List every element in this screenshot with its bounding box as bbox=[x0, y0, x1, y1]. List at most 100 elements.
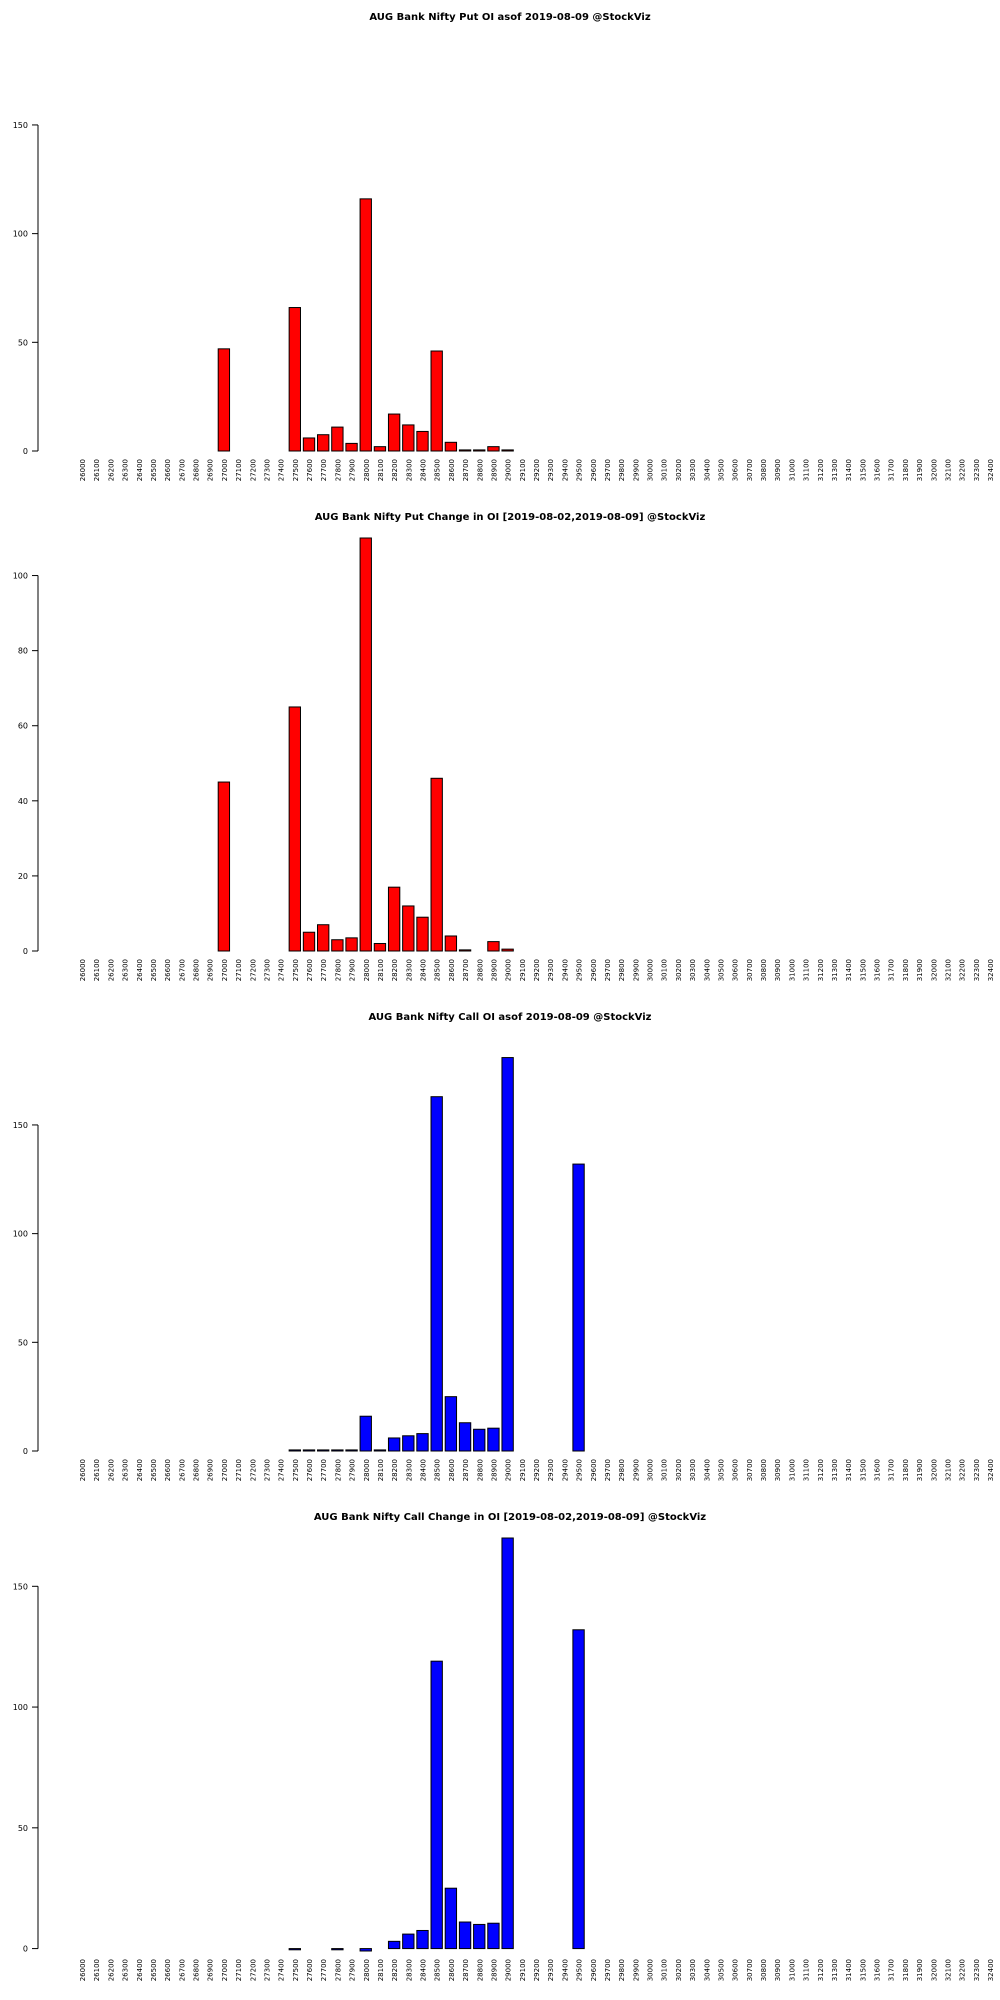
bar bbox=[345, 1449, 358, 1452]
x-tick-label: 28600 bbox=[448, 1459, 456, 1481]
x-tick-label: 28300 bbox=[405, 959, 413, 981]
x-tick-label: 29700 bbox=[604, 459, 612, 481]
x-tick-label: 32400 bbox=[987, 459, 995, 481]
x-tick-label: 28100 bbox=[377, 959, 385, 981]
bar bbox=[387, 886, 401, 952]
x-tick-label: 29000 bbox=[505, 959, 513, 981]
y-tick-label: 100 bbox=[13, 1230, 28, 1239]
x-tick-label: 27200 bbox=[249, 1459, 257, 1481]
bar bbox=[501, 948, 514, 952]
x-tick-label: 27900 bbox=[349, 459, 357, 481]
x-tick-label: 27000 bbox=[221, 1959, 229, 1981]
y-tick-label: 100 bbox=[13, 572, 28, 581]
bar bbox=[373, 1449, 387, 1452]
x-tick-label: 30300 bbox=[689, 1459, 697, 1481]
x-tick-label: 29500 bbox=[576, 1459, 584, 1481]
x-tick-label: 30700 bbox=[746, 959, 754, 981]
x-tick-label: 28900 bbox=[490, 1959, 498, 1981]
y-tick-label: 50 bbox=[18, 338, 28, 347]
x-tick-label: 26600 bbox=[164, 1959, 172, 1981]
x-tick-label: 26800 bbox=[193, 959, 201, 981]
x-tick-label: 30500 bbox=[717, 1459, 725, 1481]
x-tick-label: 28800 bbox=[476, 1459, 484, 1481]
x-tick-label: 27500 bbox=[292, 1459, 300, 1481]
bar bbox=[572, 1629, 585, 1950]
x-tick-label: 32000 bbox=[930, 959, 938, 981]
x-tick-label: 30400 bbox=[703, 459, 711, 481]
x-tick-label: 26800 bbox=[193, 1459, 201, 1481]
bar bbox=[302, 437, 316, 452]
bar bbox=[430, 1660, 443, 1950]
x-tick-label: 27300 bbox=[263, 459, 271, 481]
x-tick-label: 31700 bbox=[888, 1459, 896, 1481]
x-tick-label: 31000 bbox=[788, 459, 796, 481]
x-tick-label: 31900 bbox=[916, 1959, 924, 1981]
x-tick-label: 26800 bbox=[193, 1959, 201, 1981]
x-tick-label: 30100 bbox=[661, 1959, 669, 1981]
x-tick-label: 31500 bbox=[859, 1459, 867, 1481]
x-tick-label: 27700 bbox=[320, 459, 328, 481]
x-tick-label: 28400 bbox=[420, 1959, 428, 1981]
x-tick-label: 26200 bbox=[107, 459, 115, 481]
x-tick-label: 27900 bbox=[349, 1459, 357, 1481]
y-tick-label: 100 bbox=[13, 1703, 28, 1712]
bar bbox=[444, 935, 458, 952]
x-tick-label: 26600 bbox=[164, 459, 172, 481]
x-tick-label: 27500 bbox=[292, 1959, 300, 1981]
x-tick-label: 28200 bbox=[391, 1459, 399, 1481]
x-tick-label: 27500 bbox=[292, 459, 300, 481]
bar bbox=[458, 949, 472, 952]
bar bbox=[359, 537, 372, 952]
x-tick-label: 29800 bbox=[618, 959, 626, 981]
x-tick-label: 26700 bbox=[178, 1459, 186, 1481]
y-tick-label: 0 bbox=[23, 1945, 28, 1954]
x-tick-label: 27400 bbox=[278, 459, 286, 481]
y-tick-label: 80 bbox=[18, 647, 28, 656]
x-tick-label: 27000 bbox=[221, 1459, 229, 1481]
x-tick-label: 28400 bbox=[420, 1459, 428, 1481]
x-tick-label: 31800 bbox=[902, 1959, 910, 1981]
x-tick-label: 31100 bbox=[803, 959, 811, 981]
bar bbox=[288, 307, 301, 452]
x-tick-label: 27600 bbox=[306, 1459, 314, 1481]
x-tick-label: 29700 bbox=[604, 1459, 612, 1481]
x-tick-label: 27700 bbox=[320, 959, 328, 981]
x-tick-label: 31500 bbox=[859, 959, 867, 981]
x-tick-label: 28100 bbox=[377, 1959, 385, 1981]
x-tick-label: 28600 bbox=[448, 959, 456, 981]
bar bbox=[331, 939, 344, 952]
x-tick-label: 31400 bbox=[845, 459, 853, 481]
x-tick-label: 27300 bbox=[263, 1959, 271, 1981]
x-tick-label: 31800 bbox=[902, 1459, 910, 1481]
bar bbox=[402, 424, 415, 452]
x-tick-label: 31100 bbox=[803, 1959, 811, 1981]
x-tick-label: 28200 bbox=[391, 1959, 399, 1981]
bar bbox=[359, 1948, 372, 1952]
x-tick-label: 30300 bbox=[689, 459, 697, 481]
x-tick-label: 26100 bbox=[93, 1459, 101, 1481]
x-tick-label: 29100 bbox=[519, 959, 527, 981]
x-tick-label: 26100 bbox=[93, 1959, 101, 1981]
x-tick-label: 29100 bbox=[519, 459, 527, 481]
bar bbox=[416, 430, 429, 452]
bar bbox=[487, 446, 500, 452]
bar bbox=[473, 1923, 486, 1950]
bar bbox=[345, 442, 358, 452]
y-tick-label: 60 bbox=[18, 722, 28, 731]
y-tick-label: 0 bbox=[23, 1447, 28, 1456]
x-tick-label: 26700 bbox=[178, 1959, 186, 1981]
chart-title: AUG Bank Nifty Put OI asof 2019-08-09 @S… bbox=[369, 12, 650, 23]
x-tick-label: 27500 bbox=[292, 959, 300, 981]
x-tick-label: 30100 bbox=[661, 1459, 669, 1481]
x-tick-label: 30500 bbox=[717, 459, 725, 481]
x-tick-label: 31200 bbox=[817, 1959, 825, 1981]
x-tick-label: 27800 bbox=[334, 959, 342, 981]
x-tick-label: 27100 bbox=[235, 459, 243, 481]
bar bbox=[501, 449, 514, 452]
x-tick-label: 30900 bbox=[774, 959, 782, 981]
x-tick-label: 27700 bbox=[320, 1959, 328, 1981]
x-tick-label: 31900 bbox=[916, 959, 924, 981]
x-tick-label: 26900 bbox=[207, 1459, 215, 1481]
x-tick-label: 31600 bbox=[874, 1959, 882, 1981]
x-tick-label: 29300 bbox=[547, 459, 555, 481]
